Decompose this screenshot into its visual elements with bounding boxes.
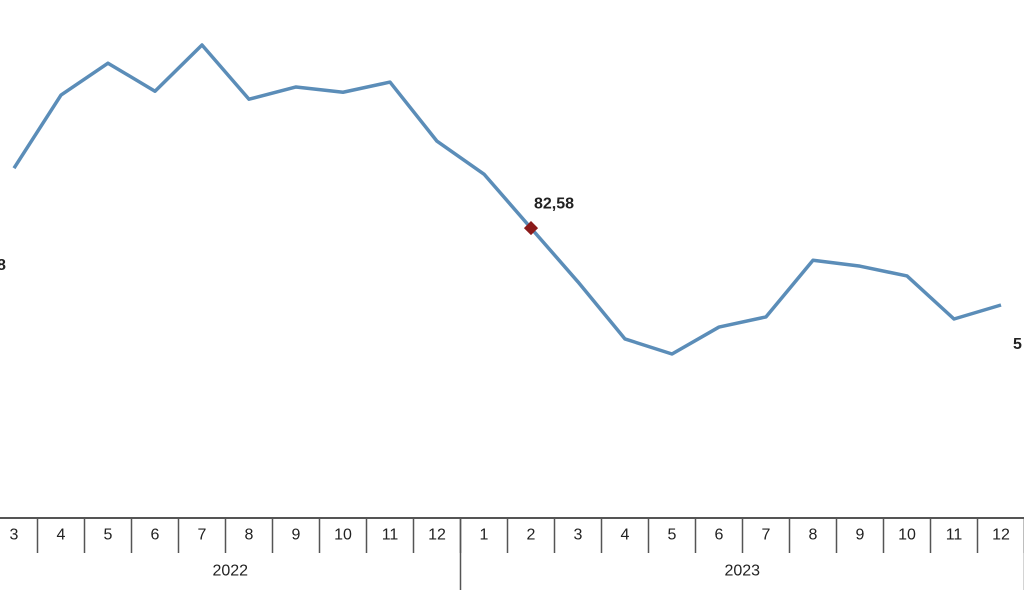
- x-tick-label: 12: [992, 527, 1010, 544]
- x-tick-label: 5: [104, 527, 113, 544]
- x-tick-label: 6: [715, 527, 724, 544]
- x-group-label: 2023: [724, 563, 760, 580]
- x-tick-label: 4: [57, 527, 66, 544]
- line-series: [12, 43, 1002, 356]
- x-tick-label: 3: [574, 527, 583, 544]
- x-tick-label: 10: [898, 527, 916, 544]
- value-label: 82,58: [534, 195, 574, 212]
- x-tick-label: 9: [856, 527, 865, 544]
- x-tick-label: 8: [809, 527, 818, 544]
- x-tick-label: 1: [480, 527, 489, 544]
- x-tick-label: 3: [10, 527, 19, 544]
- x-tick-label: 6: [151, 527, 160, 544]
- x-tick-label: 11: [382, 527, 399, 544]
- x-tick-label: 7: [762, 527, 771, 544]
- annotation: 5: [1013, 336, 1022, 353]
- annotation: 8: [0, 257, 6, 274]
- x-tick-label: 9: [292, 527, 301, 544]
- x-group-label: 2022: [212, 563, 248, 580]
- highlight-point: [523, 221, 539, 236]
- x-tick-label: 4: [621, 527, 630, 544]
- x-tick-label: 12: [428, 527, 446, 544]
- x-tick-label: 8: [245, 527, 254, 544]
- x-tick-label: 10: [334, 527, 352, 544]
- x-tick-label: 2: [527, 527, 536, 544]
- x-tick-label: 5: [668, 527, 677, 544]
- x-tick-label: 7: [198, 527, 207, 544]
- x-tick-label: 11: [946, 527, 963, 544]
